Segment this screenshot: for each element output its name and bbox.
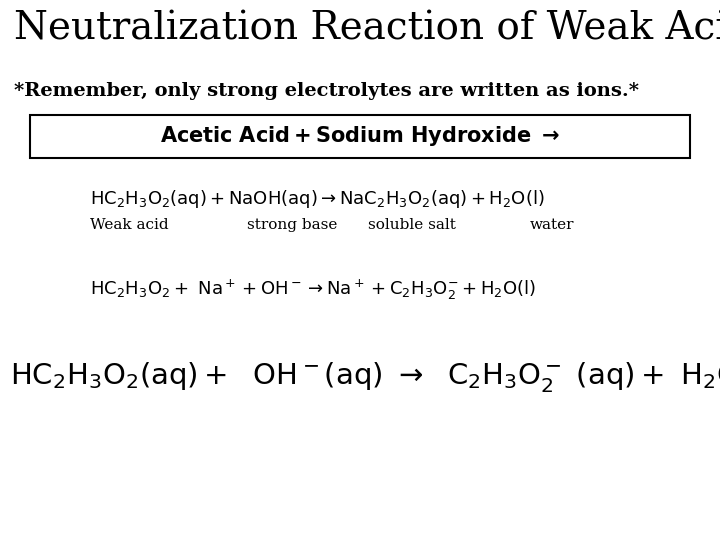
Text: $\mathrm{HC_2H_3O_2 +\ Na^+ + OH^- \rightarrow Na^+ + C_2H_3O_2^{-} + H_2O(l)}$: $\mathrm{HC_2H_3O_2 +\ Na^+ + OH^- \righ… [90, 278, 536, 302]
Text: Weak acid: Weak acid [90, 218, 168, 232]
Bar [30, 115, 690, 158]
Text: $\mathrm{HC_2H_3O_2(aq) + NaOH(aq) \rightarrow NaC_2H_3O_2(aq) + H_2O(l)}$: $\mathrm{HC_2H_3O_2(aq) + NaOH(aq) \righ… [90, 188, 544, 210]
Text: water: water [530, 218, 575, 232]
Text: $\bf{Acetic\ Acid + Sodium\ Hydroxide\ \rightarrow}$: $\bf{Acetic\ Acid + Sodium\ Hydroxide\ \… [160, 125, 560, 148]
Text: soluble salt: soluble salt [368, 218, 456, 232]
Text: *Remember, only strong electrolytes are written as ions.*: *Remember, only strong electrolytes are … [14, 82, 639, 100]
Text: strong base: strong base [247, 218, 338, 232]
Text: Neutralization Reaction of Weak Acid: Neutralization Reaction of Weak Acid [14, 10, 720, 47]
Text: $\mathrm{HC_2H_3O_2(aq) +\ \ OH^-(aq)\ \rightarrow\ \ C_2H_3O_2^-\ (aq)+\ H_2O(\: $\mathrm{HC_2H_3O_2(aq) +\ \ OH^-(aq)\ \… [10, 360, 720, 394]
